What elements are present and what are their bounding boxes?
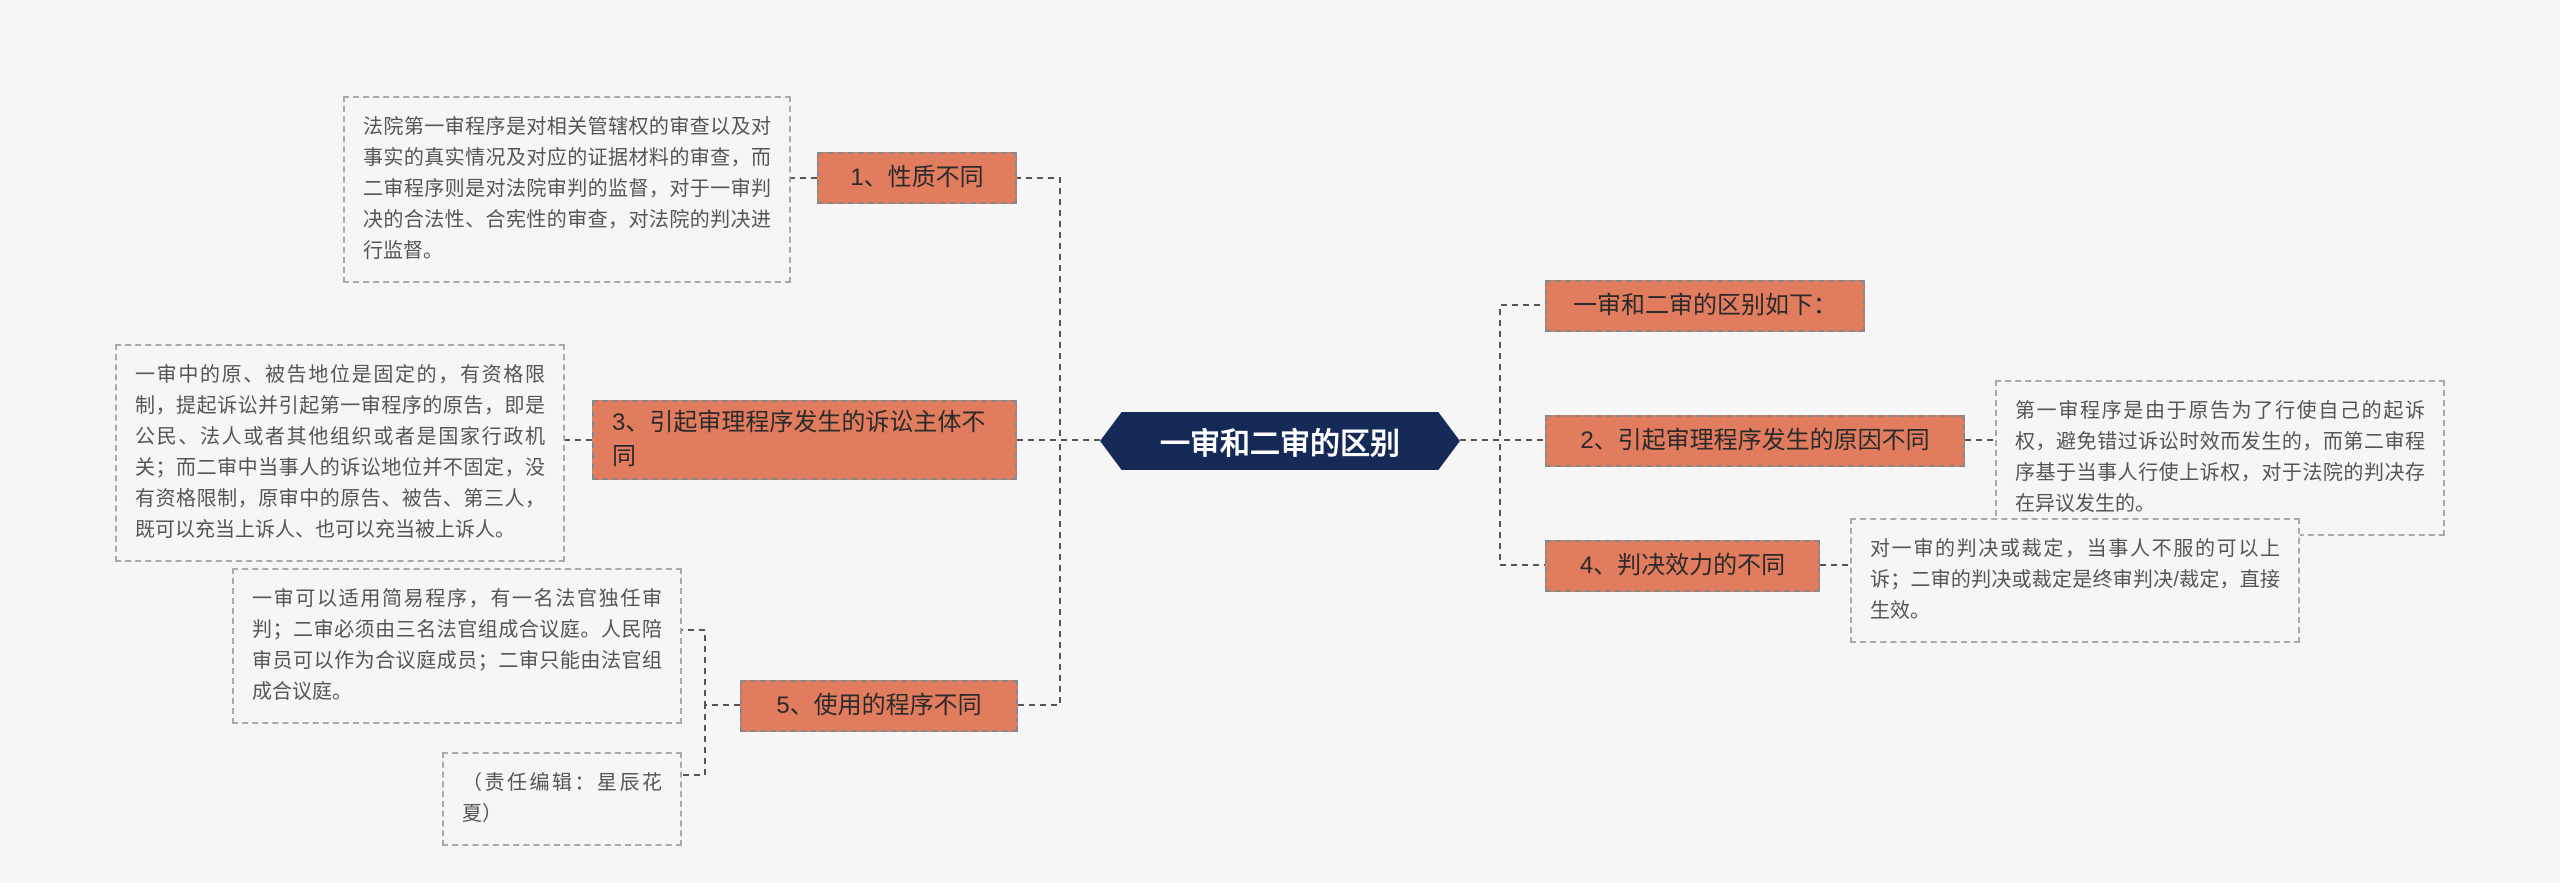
- branch-4-label: 4、判决效力的不同: [1580, 549, 1785, 583]
- branch-node-1[interactable]: 1、性质不同: [817, 152, 1017, 204]
- branch-3-label: 3、引起审理程序发生的诉讼主体不同: [612, 406, 997, 473]
- detail-node-3: 一审中的原、被告地位是固定的，有资格限制，提起诉讼并引起第一审程序的原告，即是公…: [115, 344, 565, 562]
- detail-node-4: 对一审的判决或裁定，当事人不服的可以上诉；二审的判决或裁定是终审判决/裁定，直接…: [1850, 518, 2300, 643]
- detail-1-text: 法院第一审程序是对相关管辖权的审查以及对事实的真实情况及对应的证据材料的审查，而…: [363, 112, 771, 267]
- center-label: 一审和二审的区别: [1160, 419, 1400, 463]
- branch-node-3[interactable]: 3、引起审理程序发生的诉讼主体不同: [592, 400, 1017, 480]
- detail-node-5: 一审可以适用简易程序，有一名法官独任审判；二审必须由三名法官组成合议庭。人民陪审…: [232, 568, 682, 724]
- detail-4-text: 对一审的判决或裁定，当事人不服的可以上诉；二审的判决或裁定是终审判决/裁定，直接…: [1870, 534, 2280, 627]
- branch-1-label: 1、性质不同: [850, 161, 983, 195]
- branch-node-5[interactable]: 5、使用的程序不同: [740, 680, 1018, 732]
- branch-5-label: 5、使用的程序不同: [776, 689, 981, 723]
- branch-node-2[interactable]: 2、引起审理程序发生的原因不同: [1545, 415, 1965, 467]
- detail-3-text: 一审中的原、被告地位是固定的，有资格限制，提起诉讼并引起第一审程序的原告，即是公…: [135, 360, 545, 546]
- branch-node-r0[interactable]: 一审和二审的区别如下：: [1545, 280, 1865, 332]
- detail-node-2: 第一审程序是由于原告为了行使自己的起诉权，避免错过诉讼时效而发生的，而第二审程序…: [1995, 380, 2445, 536]
- branch-node-4[interactable]: 4、判决效力的不同: [1545, 540, 1820, 592]
- detail-2-text: 第一审程序是由于原告为了行使自己的起诉权，避免错过诉讼时效而发生的，而第二审程序…: [2015, 396, 2425, 520]
- editor-note: （责任编辑：星辰花夏）: [442, 752, 682, 846]
- editor-text: （责任编辑：星辰花夏）: [462, 768, 662, 830]
- branch-2-label: 2、引起审理程序发生的原因不同: [1580, 424, 1929, 458]
- detail-5-text: 一审可以适用简易程序，有一名法官独任审判；二审必须由三名法官组成合议庭。人民陪审…: [252, 584, 662, 708]
- branch-r0-label: 一审和二审的区别如下：: [1573, 289, 1837, 323]
- detail-node-1: 法院第一审程序是对相关管辖权的审查以及对事实的真实情况及对应的证据材料的审查，而…: [343, 96, 791, 283]
- center-node[interactable]: 一审和二审的区别: [1100, 412, 1460, 470]
